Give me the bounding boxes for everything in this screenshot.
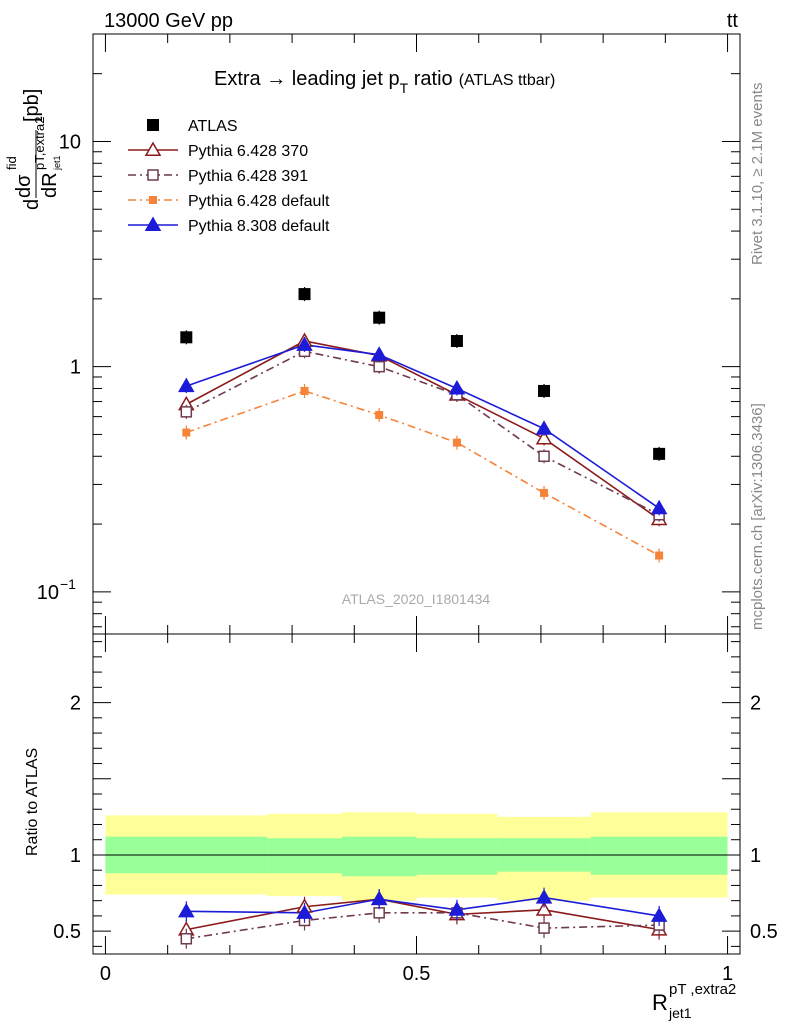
ylabel-denominator-sub: jet1 (52, 155, 62, 171)
ylabel-denominator-sup: pT,extra2 (32, 117, 47, 170)
ratio-ytick-label-left: 2 (70, 693, 81, 715)
xlabel: R pT ,extra2 jet1 (652, 981, 736, 1021)
legend-marker-1 (144, 141, 162, 156)
uncertainty-band-green (416, 838, 498, 875)
legend-marker-3 (149, 196, 157, 204)
collision-label: 13000 GeV pp (104, 10, 233, 32)
series-point-2 (538, 450, 550, 463)
ratio-xtick-label: 1 (722, 963, 733, 985)
ratio-point-0 (535, 901, 553, 916)
ratio-series-line-1 (186, 912, 660, 940)
series-line-3 (186, 390, 660, 557)
xlabel-base: R (652, 990, 668, 1015)
ratio-panel: 2 2 1 1 0.5 0.5 0 0.5 1 (53, 634, 778, 985)
ratio-ylabel: Ratio to ATLAS (24, 748, 41, 856)
ratio-ytick-label-right: 1 (750, 845, 761, 867)
ratio-point-1 (180, 933, 193, 945)
series-point-3 (452, 438, 461, 447)
series-point-3 (182, 428, 191, 437)
title-tail: ratio (408, 68, 452, 90)
ylabel-unit: [pb] (21, 89, 43, 122)
ratio-series-line-0 (186, 898, 660, 931)
series-point-0 (653, 447, 666, 460)
series-point-4 (535, 420, 553, 435)
xlabel-sub: jet1 (668, 1005, 692, 1021)
ylabel-d: d (21, 199, 43, 210)
series-point-1 (535, 429, 553, 445)
plot-title: Extra → leading jet pT ratio (ATLAS ttbar… (214, 68, 555, 96)
series-point-0 (538, 384, 551, 397)
ratio-series-line-2 (186, 896, 660, 917)
legend-label-0: ATLAS (188, 118, 238, 135)
legend-marker-4 (144, 216, 162, 231)
series-point-2 (180, 406, 193, 418)
ratio-point-1 (538, 922, 550, 934)
ratio-point-2 (650, 907, 668, 922)
legend-label-2: Pythia 6.428 391 (188, 168, 308, 185)
uncertainty-band-green (267, 838, 342, 874)
ratio-point-2 (535, 889, 553, 904)
mcplots-info: mcplots.cern.ch [arXiv:1306.3436] (749, 403, 766, 630)
ratio-point-1 (373, 907, 385, 919)
main-ytick-label: 10 (59, 131, 81, 153)
main-ytick-label: 1 (70, 357, 81, 379)
ratio-ytick-label-right: 2 (750, 693, 761, 715)
ratio-ytick-label-right: 0.5 (750, 921, 778, 943)
legend-label-4: Pythia 8.308 default (188, 218, 330, 235)
title-note: (ATLAS ttbar) (459, 72, 556, 89)
series-point-4 (178, 377, 195, 393)
analysis-watermark: ATLAS_2020_I1801434 (342, 591, 491, 607)
series-point-0 (298, 288, 311, 301)
title-main: Extra → leading jet p (214, 68, 400, 90)
series-point-4 (448, 379, 466, 395)
ylabel-denominator: dR (39, 172, 61, 198)
legend-label-1: Pythia 6.428 370 (188, 143, 308, 160)
xlabel-sup: pT ,extra2 (669, 981, 736, 998)
ratio-xtick-label: 0 (100, 963, 111, 985)
ratio-point-2 (370, 890, 388, 906)
series-point-0 (450, 334, 463, 347)
ratio-xtick-label: 0.5 (403, 963, 431, 985)
main-ytick-label: 10 (37, 582, 59, 604)
series-point-3 (655, 551, 664, 560)
series-point-3 (540, 488, 549, 497)
series-point-4 (370, 346, 388, 361)
legend-label-3: Pythia 6.428 default (188, 193, 330, 210)
uncertainty-band-green (341, 836, 417, 877)
legend-marker-0 (147, 119, 159, 131)
ratio-point-2 (178, 902, 195, 918)
series-point-3 (375, 411, 384, 420)
process-label: tt (727, 10, 739, 32)
uncertainty-band-green (590, 836, 728, 875)
series-line-2 (185, 350, 660, 516)
series-point-4 (296, 336, 313, 351)
ylabel-numerator-sup: fid (4, 156, 19, 170)
ratio-point-2 (448, 901, 466, 916)
series-point-4 (650, 499, 668, 515)
rivet-info: Rivet 3.1.10, ≥ 2.1M events (749, 83, 766, 266)
process-label-bar: ‾ (726, 0, 735, 19)
series-point-3 (300, 386, 309, 395)
ylabel-numerator: dσ (13, 174, 35, 198)
ratio-point-2 (296, 904, 313, 919)
ratio-ytick-label-left: 1 (70, 845, 81, 867)
main-ytick-label-exp: −1 (60, 576, 76, 592)
legend-marker-2 (147, 169, 159, 181)
ratio-frame (92, 633, 741, 955)
series-point-2 (373, 360, 385, 373)
legend: ATLAS Pythia 6.428 370 Pythia 6.428 391 Pyt… (128, 118, 330, 235)
series-line-4 (186, 344, 660, 509)
series-point-0 (180, 331, 193, 344)
series-line-1 (185, 340, 660, 520)
ratio-ytick-label-left: 0.5 (53, 921, 81, 943)
series-point-0 (373, 311, 386, 324)
main-ylabel: d dσ fid dR pT,extra2 jet1 [pb] (4, 89, 62, 210)
title-subscript: T (400, 80, 409, 96)
